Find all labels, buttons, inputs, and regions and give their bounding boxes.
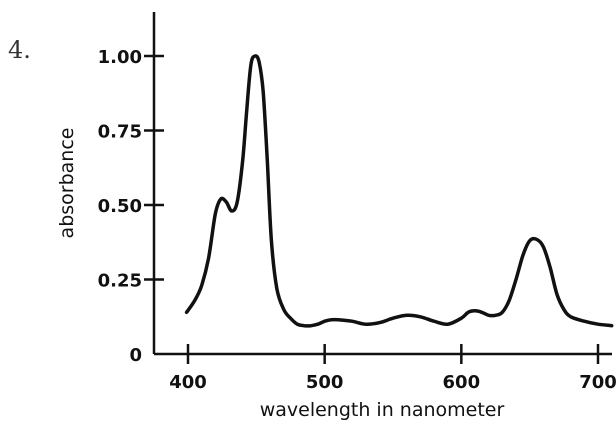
x-tick-label: 500 xyxy=(306,372,344,393)
y-axis-title: absorbance xyxy=(56,128,78,239)
x-tick-label: 400 xyxy=(169,372,207,393)
y-tick-label: 0.50 xyxy=(98,196,142,217)
y-axis-ticks: 0 0.25 0.50 0.75 1.00 xyxy=(98,47,164,366)
y-tick-label: 0.25 xyxy=(98,271,142,292)
x-tick-label: 700 xyxy=(579,372,616,393)
chart-axes xyxy=(152,12,612,356)
x-tick-label: 600 xyxy=(443,372,481,393)
absorbance-series-line xyxy=(184,54,614,328)
y-tick-label: 0.75 xyxy=(98,122,142,143)
y-tick-label: 1.00 xyxy=(98,47,142,68)
x-axis-ticks: 400 500 600 700 xyxy=(169,344,616,393)
question-number: 4. xyxy=(8,36,31,64)
y-tick-label: 0 xyxy=(129,345,142,366)
x-axis-title: wavelength in nanometer xyxy=(260,399,505,421)
